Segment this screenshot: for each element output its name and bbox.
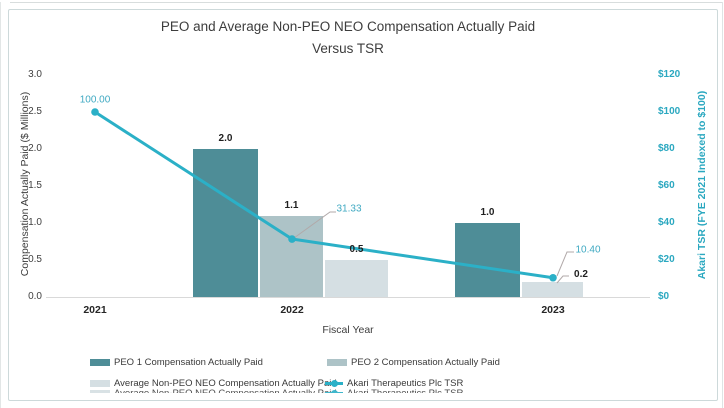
bar-label-0.5: 0.5 [349,244,364,255]
tsr-label-100.00: 100.00 [79,94,111,106]
bar-label-0.2: 0.2 [574,269,588,280]
chart-title-line1: PEO and Average Non-PEO NEO Compensation… [160,19,536,34]
legend-item-2: Average Non-PEO NEO Compensation Actuall… [90,388,337,393]
legend-swatch-0 [90,358,110,366]
right-tick-$20: $20 [658,254,675,265]
legend-item-3: Akari Therapeutics Plc TSR [325,377,464,389]
bar-label-1.0: 1.0 [480,207,495,218]
legend-item-2: Average Non-PEO NEO Compensation Actuall… [90,377,337,389]
legend-label-0: PEO 1 Compensation Actually Paid [114,356,263,368]
bar-series2-2022 [325,260,388,297]
legend-dot [330,389,338,393]
page-edge-left-line [0,2,1,408]
legend-label-3: Akari Therapeutics Plc TSR [347,388,463,393]
x-label-2022: 2022 [280,304,304,316]
left-tick-0.5: 0.5 [28,254,42,265]
legend-swatch-1 [327,358,347,366]
bar-series1-2022 [260,215,323,297]
x-axis-title: Fiscal Year [322,324,374,336]
tsr-label-31.33: 31.33 [336,203,362,215]
page-edge-top-line [10,2,722,3]
tsr-label-10.40: 10.40 [575,244,601,256]
legend-line-marker-icon [325,389,343,393]
x-label-2021: 2021 [83,304,107,316]
x-label-2023: 2023 [541,304,565,316]
legend-dot [330,379,338,387]
right-tick-$0: $0 [658,291,670,302]
legend-swatch-2 [90,379,110,387]
bar-series0-2022 [193,149,258,297]
bar-series2-2023 [522,282,583,297]
legend-label-1: PEO 2 Compensation Actually Paid [351,356,500,368]
page-edge-right-line [722,2,723,408]
right-tick-$80: $80 [658,143,675,154]
left-tick-2.0: 2.0 [28,143,42,154]
bar-label-1.1: 1.1 [284,199,299,211]
legend-item-1: PEO 2 Compensation Actually Paid [327,356,500,368]
left-tick-1.0: 1.0 [28,217,42,228]
legend-item-0: PEO 1 Compensation Actually Paid [90,356,263,368]
legend-label-3: Akari Therapeutics Plc TSR [347,377,464,389]
legend-swatch-2 [90,389,110,393]
x-axis-baseline [46,297,650,298]
chart-frame-border [8,9,718,401]
legend-label-2: Average Non-PEO NEO Compensation Actuall… [114,388,337,393]
legend-label-2: Average Non-PEO NEO Compensation Actuall… [114,377,337,389]
chart-title-line2: Versus TSR [312,41,384,56]
right-tick-$40: $40 [658,217,675,228]
right-tick-$120: $120 [658,69,681,80]
left-tick-2.5: 2.5 [28,106,42,117]
legend-item-3: Akari Therapeutics Plc TSR [325,388,463,393]
left-tick-3.0: 3.0 [28,69,42,80]
right-tick-$100: $100 [658,106,681,117]
left-tick-1.5: 1.5 [28,180,42,191]
legend-line-marker-icon [325,379,343,387]
right-tick-$60: $60 [658,180,675,191]
bar-label-2.0: 2.0 [218,133,233,144]
left-tick-0.0: 0.0 [28,291,42,302]
bar-series0-2023 [455,223,520,297]
chart-title: PEO and Average Non-PEO NEO Compensation… [46,16,650,60]
legend-clipped-bottom-row: Average Non-PEO NEO Compensation Actuall… [0,388,560,393]
